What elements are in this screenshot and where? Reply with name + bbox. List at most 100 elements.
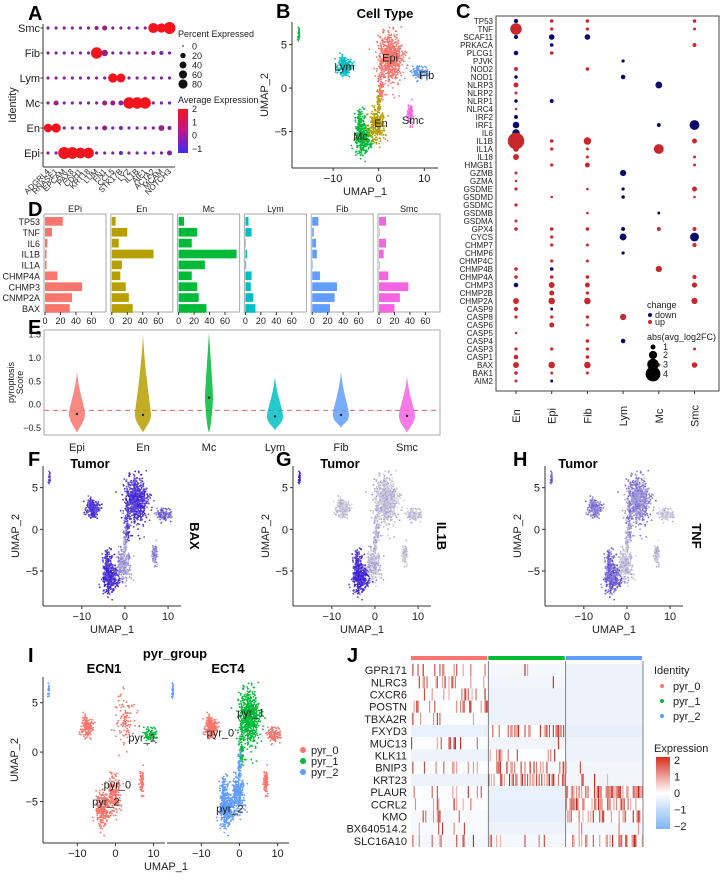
- cell-point: [147, 498, 150, 501]
- cell-point: [105, 588, 108, 591]
- dot-Epi-LUM: [95, 151, 99, 155]
- dot-En-ADGRL4: [43, 123, 53, 133]
- cell-point: [384, 79, 387, 82]
- cell-point: [400, 44, 403, 47]
- dot-Fib-MCAM: [159, 50, 164, 56]
- cell-point: [132, 480, 135, 483]
- cell-point: [363, 135, 366, 138]
- cell-point: [354, 116, 357, 119]
- cell-point: [121, 578, 123, 580]
- cell-point: [112, 569, 115, 572]
- cell-point: [120, 571, 123, 574]
- cell-point: [106, 576, 109, 579]
- cell-point: [395, 516, 398, 519]
- cell-point: [380, 48, 383, 51]
- cell-point: [129, 497, 131, 499]
- cell-point: [385, 516, 388, 519]
- x-axis-label: UMAP_1: [340, 624, 384, 636]
- x-axis-label: UMAP_1: [343, 186, 387, 198]
- dot-BAK1-Epi: [550, 371, 554, 375]
- violin-shape: [205, 332, 213, 433]
- cell-point: [382, 40, 384, 43]
- dot-Fib-STK17B: [119, 51, 123, 55]
- cell-point: [102, 589, 105, 592]
- cell-point: [136, 508, 139, 510]
- cell-point: [140, 481, 142, 484]
- dot-Mc-CCL5: [110, 100, 116, 106]
- cell-point: [381, 514, 383, 517]
- legend-size-title: abs(avg_log2FC): [647, 332, 716, 342]
- cell-point: [373, 478, 376, 480]
- cell-point: [105, 576, 107, 579]
- cell-point: [122, 484, 125, 487]
- bar-CHMP4A: [111, 271, 121, 281]
- cell-point: [105, 571, 108, 574]
- cell-point: [120, 573, 123, 576]
- cell-point: [383, 498, 386, 501]
- cell-point: [48, 476, 51, 478]
- cell-point: [391, 493, 394, 495]
- cell-point: [390, 500, 393, 503]
- bar-TNF: [178, 227, 198, 237]
- cell-point: [114, 577, 117, 580]
- cell-point: [376, 101, 379, 104]
- dot-Smc-KRT18: [86, 26, 91, 30]
- cell-point: [136, 515, 139, 517]
- cell-point: [132, 555, 135, 557]
- cell-point: [111, 591, 113, 593]
- dot-Mc-KRT18: [86, 101, 91, 105]
- cell-point: [95, 503, 97, 506]
- cell-point: [359, 154, 362, 157]
- cell-point: [345, 74, 347, 77]
- legend-size-title: Percent Expressed: [178, 29, 254, 39]
- cell-point: [400, 494, 403, 497]
- cell-point: [89, 516, 92, 519]
- dot-Epi-LYZ: [127, 151, 131, 155]
- cell-point: [368, 140, 370, 143]
- cell-point: [103, 556, 106, 559]
- cell-point: [367, 148, 370, 150]
- cell-point: [110, 575, 113, 577]
- cell-point: [82, 500, 85, 503]
- cell-point: [396, 506, 398, 509]
- cell-point: [372, 498, 374, 501]
- dot-HMGB1-Fib: [584, 162, 590, 168]
- dot-Smc-FN1: [102, 25, 108, 31]
- cell-point: [135, 490, 137, 492]
- cell-point: [400, 59, 403, 62]
- dot-Fib-ADGRL4: [46, 51, 50, 55]
- y-tick-label: Lym: [20, 73, 40, 85]
- cell-point: [388, 40, 391, 43]
- dot-Fib-KRT18: [86, 51, 91, 55]
- cell-point: [89, 506, 91, 509]
- cell-point: [355, 139, 358, 142]
- cell-point: [379, 35, 382, 38]
- cell-point: [128, 569, 130, 572]
- cell-point: [122, 570, 125, 573]
- cell-point: [105, 562, 108, 564]
- size-legend-dot: [650, 344, 656, 350]
- cell-point: [401, 58, 404, 60]
- violin-shape: [399, 376, 415, 433]
- cell-point: [146, 496, 149, 499]
- dot-Smc-RNASE1: [54, 26, 58, 30]
- cell-point: [351, 147, 354, 150]
- cell-point: [385, 38, 387, 41]
- y-tick-label: CHMP4A: [2, 271, 40, 281]
- cluster-smc: [150, 539, 159, 568]
- cell-point: [106, 555, 109, 558]
- cell-point: [357, 123, 359, 126]
- cell-point: [404, 54, 407, 57]
- cell-point: [152, 557, 154, 560]
- cell-point: [383, 516, 385, 519]
- cell-point: [379, 44, 382, 47]
- bar-BAX: [379, 304, 395, 313]
- bar-BAX: [245, 304, 256, 313]
- cell-point: [384, 520, 386, 522]
- dot-Lym-IL1B: [135, 76, 139, 80]
- cell-point: [141, 477, 144, 480]
- cell-point: [108, 553, 111, 555]
- cell-point: [354, 121, 357, 123]
- bar-TNF: [111, 227, 128, 237]
- cell-point: [102, 580, 105, 583]
